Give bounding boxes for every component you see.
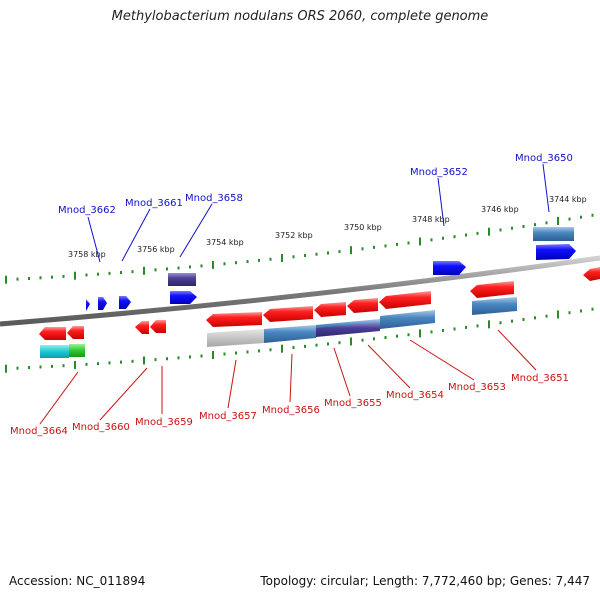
gene-label-mnod-3664[interactable]: Mnod_3664 [10, 426, 68, 437]
gene-arrow[interactable] [170, 291, 197, 304]
gene-label-mnod-3653[interactable]: Mnod_3653 [448, 382, 506, 393]
gene-block[interactable] [40, 345, 69, 358]
scale-label: 3746 kbp [481, 205, 519, 214]
gene-arrow[interactable] [583, 267, 600, 281]
forward-strand-genes [86, 227, 576, 311]
map-title: Methylobacterium nodulans ORS 2060, comp… [111, 9, 489, 24]
gene-block[interactable] [380, 310, 435, 329]
gene-label-mnod-3659[interactable]: Mnod_3659 [135, 417, 193, 428]
gene-label-mnod-3650[interactable]: Mnod_3650 [515, 153, 573, 164]
scale-label: 3752 kbp [275, 231, 313, 240]
scale-label: 3756 kbp [137, 245, 175, 254]
gene-label-mnod-3652[interactable]: Mnod_3652 [410, 167, 468, 178]
gene-block[interactable] [264, 325, 316, 343]
scale-label: 3758 kbp [68, 250, 106, 259]
gene-label-mnod-3656[interactable]: Mnod_3656 [262, 405, 320, 416]
accession-text: Accession: NC_011894 [9, 574, 146, 588]
gene-label-mnod-3660[interactable]: Mnod_3660 [72, 422, 130, 433]
gene-label-mnod-3654[interactable]: Mnod_3654 [386, 390, 444, 401]
genome-backbone [0, 255, 600, 327]
top-leader-lines [87, 163, 550, 263]
gene-label-mnod-3658[interactable]: Mnod_3658 [185, 193, 243, 204]
gene-arrow[interactable] [470, 281, 514, 298]
gene-arrow[interactable] [347, 298, 378, 313]
gene-arrow[interactable] [150, 320, 166, 333]
gene-arrow[interactable] [86, 299, 90, 311]
scale-label: 3754 kbp [206, 238, 244, 247]
reverse-strand-genes [39, 267, 600, 358]
gene-block[interactable] [168, 273, 196, 286]
gene-arrow[interactable] [379, 291, 431, 309]
gene-label-mnod-3655[interactable]: Mnod_3655 [324, 398, 382, 409]
gene-arrow[interactable] [206, 312, 262, 327]
gene-label-mnod-3651[interactable]: Mnod_3651 [511, 373, 569, 384]
gene-block[interactable] [472, 297, 517, 315]
scale-label: 3748 kbp [412, 215, 450, 224]
lower-tick-row [5, 307, 594, 373]
topology-text: Topology: circular; Length: 7,772,460 bp… [260, 574, 590, 588]
gene-arrow[interactable] [263, 306, 313, 322]
gene-arrow[interactable] [536, 244, 576, 260]
gene-arrow[interactable] [433, 261, 466, 275]
gene-block[interactable] [533, 227, 574, 241]
bottom-leader-lines [39, 329, 537, 425]
gene-block[interactable] [69, 344, 85, 357]
upper-tick-row [5, 213, 594, 284]
gene-label-mnod-3661[interactable]: Mnod_3661 [125, 198, 183, 209]
scale-label: 3744 kbp [549, 195, 587, 204]
gene-label-mnod-3657[interactable]: Mnod_3657 [199, 411, 257, 422]
gene-block[interactable] [207, 329, 264, 347]
gene-arrow[interactable] [314, 302, 346, 317]
gene-arrow[interactable] [135, 321, 149, 334]
gene-arrow[interactable] [67, 326, 84, 339]
gene-block[interactable] [316, 322, 380, 337]
gene-label-mnod-3662[interactable]: Mnod_3662 [58, 205, 116, 216]
gene-arrow[interactable] [39, 327, 66, 340]
scale-label: 3750 kbp [344, 223, 382, 232]
gene-arrow[interactable] [119, 296, 131, 309]
gene-arrow[interactable] [98, 297, 107, 310]
